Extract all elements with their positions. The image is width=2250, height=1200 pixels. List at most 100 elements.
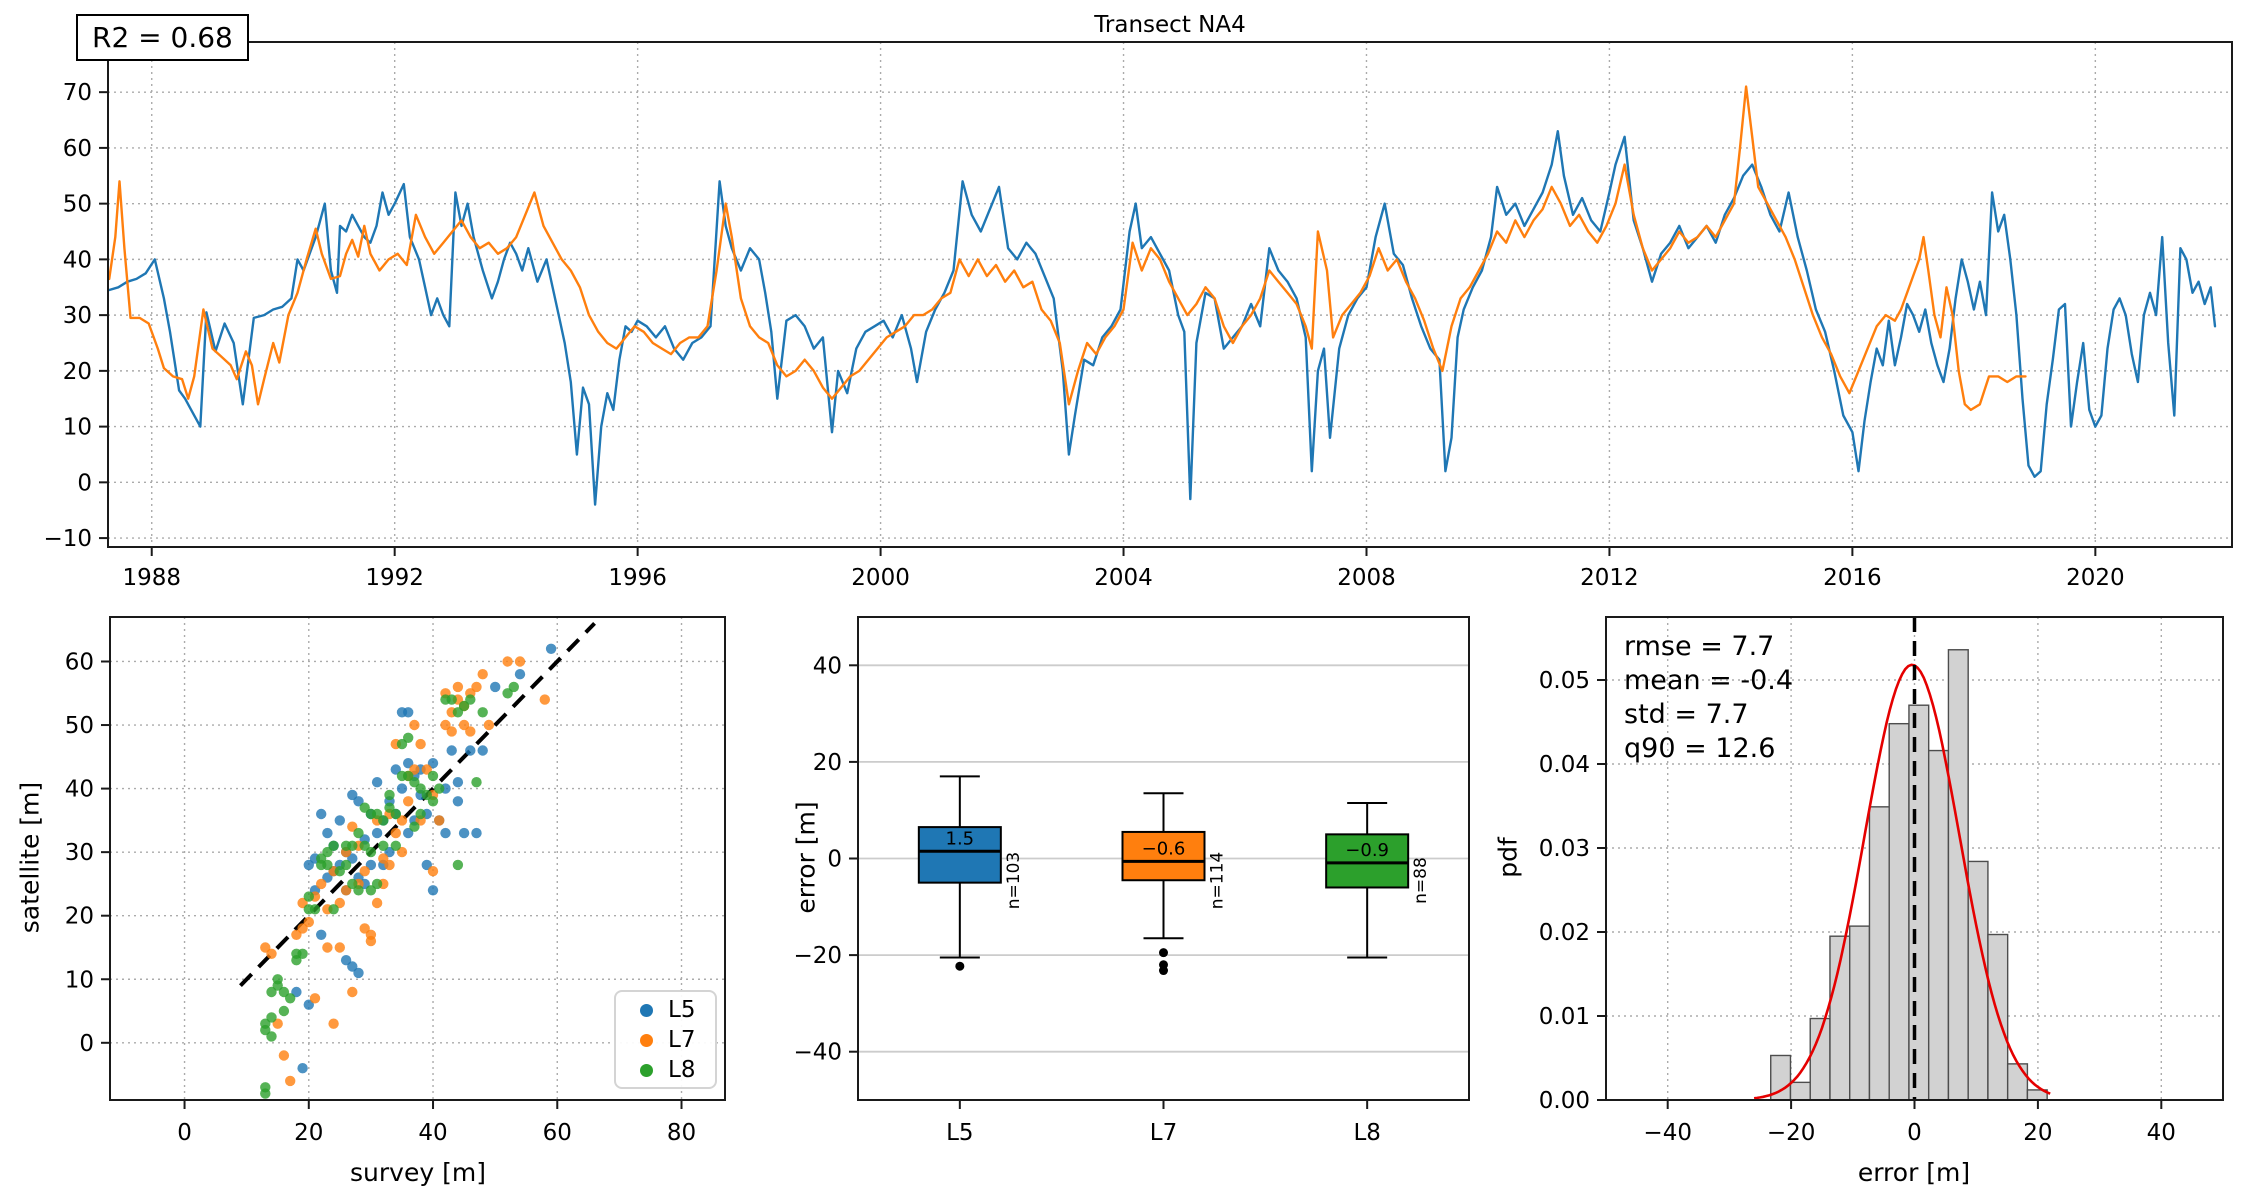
scatter-point-l7	[514, 656, 526, 667]
scatter-point-l8	[285, 993, 296, 1004]
scatter-point-l7	[452, 681, 464, 693]
scatter-point-l8	[328, 904, 339, 915]
scatter-point-l5	[322, 827, 333, 839]
scatter-point-l8	[260, 1088, 271, 1099]
timeseries-y-tick-label: −10	[43, 526, 92, 552]
scatter-legend: L5 L7 L8	[614, 990, 717, 1089]
scatter-point-l7	[446, 726, 457, 737]
scatter-point-l5	[514, 669, 526, 680]
scatter-point-l7	[390, 827, 401, 839]
hist-bar	[1868, 806, 1890, 1101]
scatter-y-tick-label: 0	[79, 1031, 94, 1057]
hist-bar	[2006, 1063, 2029, 1101]
scatter-point-l7	[371, 897, 383, 909]
timeseries-title: Transect NA4	[1094, 12, 1246, 38]
scatter-point-l5	[471, 827, 482, 839]
scatter-point-l7	[365, 935, 377, 947]
stat-q90: q90 = 12.6	[1624, 733, 1776, 764]
histogram-x-tick-label: −20	[1767, 1120, 1816, 1146]
box-l5	[917, 826, 1002, 884]
timeseries-y-tick-label: 50	[63, 192, 92, 218]
scatter-point-l8	[508, 681, 519, 693]
scatter-point-l8	[390, 808, 401, 820]
scatter-point-l5	[353, 796, 364, 807]
scatter-point-l8	[303, 891, 314, 902]
scatter-point-l8	[427, 796, 439, 807]
legend-item-l8: L8	[616, 1055, 715, 1085]
legend-marker-l5-icon	[640, 1003, 653, 1017]
scatter-spines	[109, 616, 726, 1101]
scatter-point-l8	[434, 783, 445, 794]
scatter-point-l8	[353, 827, 364, 839]
scatter-point-l7	[477, 669, 488, 680]
scatter-point-l5	[465, 745, 476, 756]
scatter-point-l5	[545, 643, 557, 654]
legend-item-l5: L5	[616, 995, 715, 1025]
outlier-point	[955, 961, 965, 971]
scatter-y-tick-label: 60	[65, 649, 94, 675]
box-l7	[1121, 830, 1206, 882]
scatter-point-l8	[371, 808, 383, 820]
histogram-y-tick-label: 0.01	[1539, 1004, 1590, 1030]
scatter-point-l5	[316, 808, 327, 820]
scatter-point-l8	[297, 948, 308, 959]
scatter-point-l8	[278, 1005, 290, 1017]
timeseries-x-tick-label: 2016	[1823, 565, 1882, 591]
hist-bar	[1789, 1081, 1811, 1101]
outlier-point	[1159, 966, 1168, 976]
scatter-point-l8	[502, 688, 513, 699]
scatter-point-l8	[427, 770, 439, 782]
scatter-point-l7	[340, 885, 352, 896]
scatter-point-l7	[309, 993, 321, 1004]
scatter-point-l8	[415, 808, 426, 820]
scatter-point-l5	[427, 885, 439, 896]
scatter-point-l7	[285, 1075, 296, 1087]
scatter-point-l7	[322, 942, 333, 953]
scatter-point-l8	[409, 777, 420, 788]
scatter-x-tick-label: 0	[177, 1120, 192, 1146]
scatter-x-tick-label: 40	[418, 1120, 447, 1146]
histogram-y-tick-label: 0.03	[1539, 836, 1590, 862]
n-count-label: n=114	[1208, 852, 1228, 909]
scatter-point-l8	[278, 986, 290, 998]
r2-annotation: R2 = 0.68	[76, 14, 249, 61]
histogram-x-tick-label: 0	[1907, 1120, 1922, 1146]
histogram-x-tick-label: 20	[2023, 1120, 2052, 1146]
scatter-point-l7	[347, 821, 358, 832]
scatter-point-l5	[347, 961, 358, 972]
scatter-y-tick-label: 40	[65, 777, 94, 803]
histogram-y-tick-label: 0.02	[1539, 920, 1590, 946]
boxplot-y-tick-label: −40	[793, 1040, 842, 1066]
scatter-point-l8	[421, 789, 432, 801]
timeseries-spines	[107, 41, 2233, 548]
scatter-point-l8	[291, 955, 302, 966]
scatter-point-l8	[347, 840, 358, 851]
scatter-point-l7	[316, 878, 327, 890]
scatter-point-l5	[297, 1063, 308, 1074]
scatter-point-l5	[316, 929, 327, 940]
scatter-x-tick-label: 20	[294, 1120, 323, 1146]
scatter-point-l8	[266, 986, 277, 998]
scatter-y-tick-label: 20	[65, 904, 94, 930]
scatter-point-l7	[359, 866, 370, 877]
scatter-point-l8	[403, 732, 414, 743]
scatter-point-l8	[452, 859, 464, 871]
scatter-point-l8	[384, 802, 395, 813]
timeseries-x-tick-label: 2008	[1337, 565, 1396, 591]
scatter-point-l5	[347, 853, 358, 864]
scatter-point-l8	[266, 1012, 277, 1023]
timeseries-x-tick-label: 2012	[1580, 565, 1639, 591]
scatter-point-l7	[502, 656, 513, 667]
scatter-point-l8	[446, 694, 457, 705]
stat-rmse: rmse = 7.7	[1624, 631, 1775, 662]
hist-bar	[1888, 722, 1910, 1101]
scatter-point-l7	[434, 815, 445, 826]
boxplot-ylabel: error [m]	[791, 801, 821, 914]
scatter-point-l8	[384, 789, 395, 801]
scatter-point-l8	[328, 840, 339, 851]
histogram-x-tick-label: 40	[2147, 1120, 2176, 1146]
scatter-point-l7	[403, 796, 414, 807]
median-value-label: −0.9	[1345, 840, 1389, 861]
scatter-point-l7	[421, 764, 432, 775]
